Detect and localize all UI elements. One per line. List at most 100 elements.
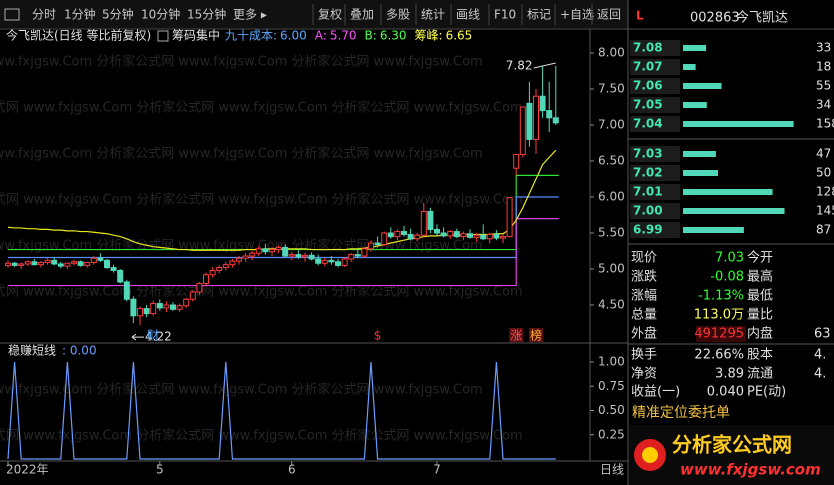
signal-line	[7, 361, 556, 460]
book-price: 7.02	[633, 166, 663, 180]
event-box	[509, 328, 524, 342]
toolbar-button[interactable]: 复权	[318, 8, 342, 22]
candle-body	[295, 254, 302, 258]
y-tick-label: 5.50	[598, 226, 625, 240]
candle-body	[453, 231, 460, 238]
logo-icon-inner	[642, 447, 658, 463]
chart-settings-icon[interactable]	[157, 30, 169, 42]
period-tab[interactable]: 1分钟	[64, 7, 96, 22]
quote-label: 最低	[747, 289, 773, 304]
period-tab[interactable]: 10分钟	[141, 7, 180, 22]
quote-value: -1.13%	[698, 289, 744, 304]
period-label: 日线	[600, 463, 624, 477]
price-cell	[630, 203, 680, 219]
quote-label: 外盘	[631, 326, 657, 342]
promo[interactable]: 精准定位委托单	[632, 405, 730, 421]
toolbar-button[interactable]: +自选	[560, 8, 594, 22]
toolbar-button[interactable]: F10	[494, 8, 516, 22]
candle-body	[394, 231, 401, 238]
candle-body	[407, 233, 414, 240]
date-label: 7	[433, 463, 441, 477]
book-volume: 55	[816, 79, 831, 93]
candle-body	[506, 197, 513, 238]
candle-body	[341, 258, 348, 266]
candle-body	[262, 248, 269, 253]
quote-value: 63	[814, 327, 831, 342]
period-tab[interactable]: 15分钟	[187, 7, 226, 22]
quote-value: 0.040	[707, 385, 744, 400]
candle-body	[97, 257, 104, 261]
toolbar-button[interactable]: 叠加	[350, 8, 374, 22]
toolbar-icon[interactable]	[4, 8, 20, 21]
sub-value: : 0.00	[62, 344, 97, 358]
candle-body	[110, 267, 117, 271]
toolbar	[0, 0, 628, 29]
toolbar-button[interactable]: 多股	[386, 8, 410, 22]
watermark: 公式网 www.fxjgsw.Com 分析家公式网 www.fxjgsw.Com…	[0, 54, 483, 70]
period-tab[interactable]: 更多 ▸	[233, 8, 267, 22]
book-volume: 33	[816, 41, 831, 55]
quote-label: 总量	[631, 308, 657, 323]
book-volume: 50	[816, 166, 831, 180]
candle-body	[137, 308, 143, 317]
price-cell	[630, 146, 680, 162]
candle-body	[51, 259, 58, 265]
candle-body	[480, 234, 487, 240]
candle-body	[440, 232, 447, 237]
period-tab[interactable]: 5分钟	[102, 7, 134, 22]
candle-body	[288, 254, 295, 257]
candle-body	[354, 254, 361, 257]
candle-body	[460, 233, 467, 238]
candle-body	[539, 95, 546, 112]
y-tick-label: 6.50	[598, 154, 625, 168]
candle-body	[44, 259, 51, 264]
watermark: 公式网 www.fxjgsw.Com 分析家公式网 www.fxjgsw.Com…	[0, 100, 523, 116]
candle-body	[38, 262, 44, 266]
candle-body	[348, 254, 355, 260]
quote-label: 收益(一)	[631, 385, 680, 400]
toolbar-button[interactable]: 画线	[456, 8, 480, 22]
candle-body	[493, 233, 500, 239]
price-cell	[630, 59, 680, 75]
volume-bar	[683, 151, 716, 157]
y-tick-label: 4.50	[598, 298, 625, 312]
volume-bar	[683, 227, 744, 233]
candle-body	[176, 305, 183, 310]
stock-name: 今飞凯达	[736, 10, 788, 26]
toolbar-button[interactable]: 返回	[597, 8, 621, 22]
candle-body	[183, 298, 190, 307]
volume-bar	[683, 83, 722, 89]
quote-label: 流通	[747, 367, 773, 382]
book-volume: 87	[816, 223, 831, 237]
candle-body	[381, 232, 388, 246]
candle-body	[486, 233, 493, 240]
logo-name: 分析家公式网	[672, 433, 792, 457]
candle-body	[18, 263, 25, 266]
price-cell	[630, 97, 680, 113]
candle-body	[104, 259, 110, 269]
toolbar-button[interactable]: 标记	[527, 8, 551, 22]
event-marker[interactable]: 财	[147, 329, 159, 343]
volume-bar	[683, 189, 773, 195]
quote-label: 今开	[747, 250, 773, 266]
price-cell	[630, 222, 680, 238]
y-tick-label: 0.25	[598, 427, 625, 441]
event-marker[interactable]: 涨	[510, 328, 522, 343]
quote-label: PE(动)	[747, 385, 786, 400]
toolbar-button[interactable]: 统计	[421, 8, 445, 22]
candle-body	[513, 154, 520, 169]
quote-value: 113.0万	[694, 308, 744, 323]
book-volume: 34	[816, 98, 831, 112]
event-marker[interactable]: $	[374, 329, 382, 343]
period-tab[interactable]: 分时	[32, 8, 56, 22]
price-cell	[630, 184, 680, 200]
event-marker[interactable]: 榜	[530, 328, 542, 343]
candle-body	[84, 262, 91, 266]
watermark: 公式网 www.fxjgsw.Com 分析家公式网 www.fxjgsw.Com…	[0, 146, 483, 162]
candle-body	[57, 263, 64, 267]
candle-body	[77, 261, 84, 266]
price-cell	[630, 78, 680, 94]
low-label: 4.22	[145, 330, 172, 344]
param-value: 5.70	[330, 29, 357, 43]
